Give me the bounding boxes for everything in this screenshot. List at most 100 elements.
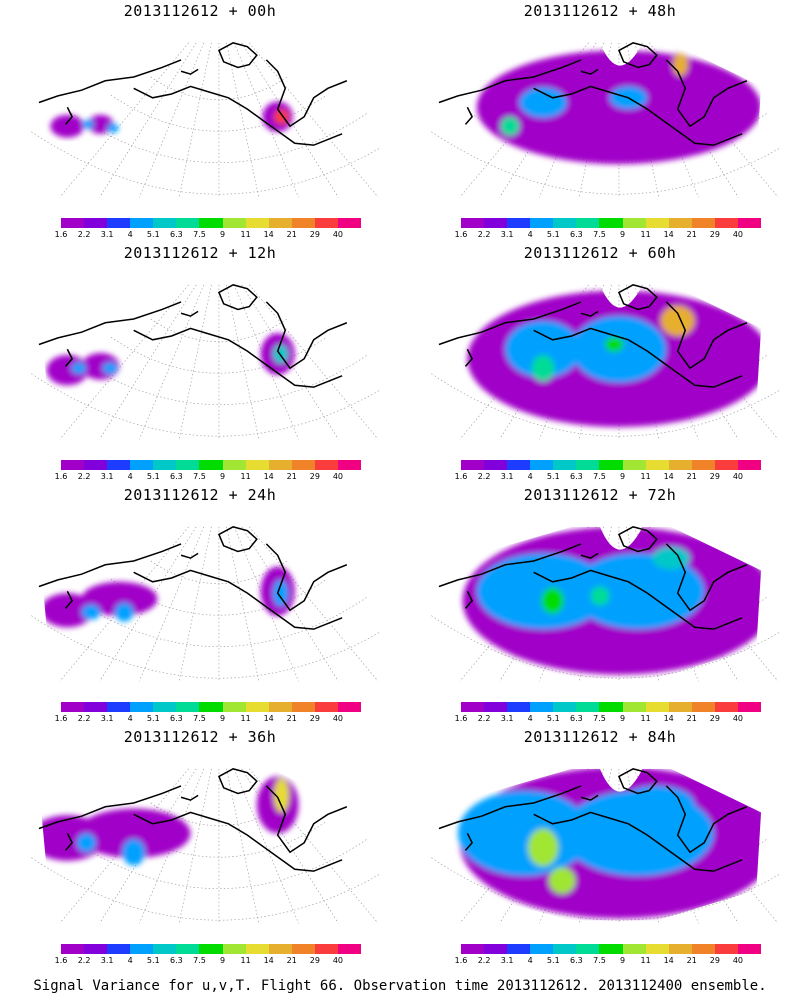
- legend-swatch: [737, 944, 762, 954]
- legend-label: 6.3: [170, 956, 183, 965]
- legend-swatch: [714, 702, 739, 712]
- legend-swatch: [645, 944, 670, 954]
- legend-swatch: [622, 702, 647, 712]
- legend-label: 40: [732, 472, 744, 481]
- legend-label: 9: [219, 714, 226, 723]
- legend-swatch: [268, 702, 293, 712]
- variance-blob: [660, 305, 695, 336]
- legend-label: 6.3: [170, 230, 183, 239]
- variance-blob: [81, 604, 101, 620]
- legend-label: 2.2: [77, 956, 91, 965]
- legend-swatch: [153, 944, 177, 954]
- legend-label: 14: [663, 956, 674, 965]
- legend-label: 1.6: [54, 230, 68, 239]
- legend-label: 2.2: [477, 472, 491, 481]
- legend-label: 6.3: [570, 956, 583, 965]
- legend-swatch: [222, 218, 247, 228]
- variance-blob: [604, 336, 624, 353]
- legend-swatch: [199, 944, 224, 954]
- legend-label: 9: [619, 230, 626, 239]
- legend-label: 2.2: [77, 472, 91, 481]
- legend-label: 5.1: [546, 956, 560, 965]
- variance-field: [50, 101, 293, 138]
- legend-swatch: [107, 460, 131, 470]
- forecast-panel: 2013112612 + 00h 1.6 2.2 3.1 4 5.1 6.3 7.5 9 11 14…: [0, 0, 400, 242]
- legend-swatch: [107, 218, 131, 228]
- legend-swatch: [576, 944, 600, 954]
- legend-label: 6.3: [570, 714, 583, 723]
- variance-field: [46, 333, 295, 386]
- legend-label: 7.5: [193, 472, 206, 481]
- legend-label: 5.1: [546, 230, 560, 239]
- legend-swatch: [199, 218, 224, 228]
- legend-swatch: [714, 944, 739, 954]
- variance-blob: [82, 119, 94, 130]
- legend-label: 3.1: [500, 230, 514, 239]
- legend-label: 1.6: [454, 956, 468, 965]
- legend-label: 40: [332, 472, 344, 481]
- panel-title: 2013112612 + 24h: [123, 486, 277, 504]
- legend-swatch: [737, 460, 762, 470]
- coastline: [38, 284, 348, 388]
- panel-title: 2013112612 + 72h: [523, 486, 677, 504]
- variance-blob: [590, 586, 610, 606]
- legend-label: 7.5: [193, 714, 206, 723]
- legend-label: 29: [709, 230, 720, 239]
- legend-label: 29: [309, 472, 320, 481]
- legend-swatch: [553, 460, 577, 470]
- color-legend: 1.6 2.2 3.1 4 5.1 6.3 7.5 9 11 14 21 29 40: [55, 702, 362, 723]
- legend-label: 4: [527, 472, 533, 481]
- legend-swatch: [484, 460, 508, 470]
- forecast-panel: 2013112612 + 60h 1.6 2.2 3.1 4 5.1 6.3 7.5 9 11 14…: [400, 242, 800, 484]
- legend-swatch: [507, 702, 531, 712]
- forecast-panel: 2013112612 + 12h 1.6 2.2 3.1 4 5.1 6.3 7.5 9 11 14…: [0, 242, 400, 484]
- color-legend: 1.6 2.2 3.1 4 5.1 6.3 7.5 9 11 14 21 29 40: [55, 218, 362, 239]
- legend-swatch: [622, 944, 647, 954]
- legend-swatch: [645, 460, 670, 470]
- legend-swatch: [245, 944, 270, 954]
- coastline: [38, 42, 348, 146]
- legend-swatch: [691, 460, 716, 470]
- legend-swatch: [291, 944, 316, 954]
- variance-field: [467, 290, 762, 427]
- legend-swatch: [314, 218, 339, 228]
- legend-label: 11: [640, 714, 651, 723]
- variance-blob: [76, 808, 191, 858]
- legend-label: 21: [686, 714, 697, 723]
- legend-label: 4: [127, 472, 133, 481]
- legend-swatch: [599, 944, 624, 954]
- legend-swatch: [691, 944, 716, 954]
- legend-label: 21: [286, 472, 297, 481]
- variance-map: [31, 768, 380, 924]
- legend-label: 9: [219, 472, 226, 481]
- legend-label: 9: [219, 230, 226, 239]
- variance-blob: [500, 116, 520, 136]
- legend-label: 9: [619, 956, 626, 965]
- legend-swatch: [291, 702, 316, 712]
- variance-field: [457, 768, 762, 919]
- variance-field: [476, 50, 762, 165]
- legend-label: 14: [263, 714, 274, 723]
- legend-label: 5.1: [546, 472, 560, 481]
- legend-swatch: [737, 218, 762, 228]
- legend-label: 21: [686, 956, 697, 965]
- legend-swatch: [84, 460, 108, 470]
- legend-swatch: [645, 702, 670, 712]
- graticule: [31, 284, 380, 440]
- legend-swatch: [530, 218, 554, 228]
- color-legend: 1.6 2.2 3.1 4 5.1 6.3 7.5 9 11 14 21 29 40: [55, 944, 362, 965]
- panel-title: 2013112612 + 84h: [523, 728, 677, 746]
- variance-blob: [672, 53, 689, 76]
- legend-swatch: [176, 218, 200, 228]
- legend-swatch: [461, 218, 485, 228]
- variance-map: [31, 526, 380, 682]
- legend-swatch: [61, 460, 85, 470]
- legend-label: 2.2: [77, 714, 91, 723]
- legend-swatch: [599, 702, 624, 712]
- legend-swatch: [691, 218, 716, 228]
- legend-label: 9: [619, 714, 626, 723]
- legend-label: 29: [709, 472, 720, 481]
- legend-label: 40: [332, 956, 344, 965]
- legend-swatch: [553, 218, 577, 228]
- legend-label: 5.1: [146, 472, 160, 481]
